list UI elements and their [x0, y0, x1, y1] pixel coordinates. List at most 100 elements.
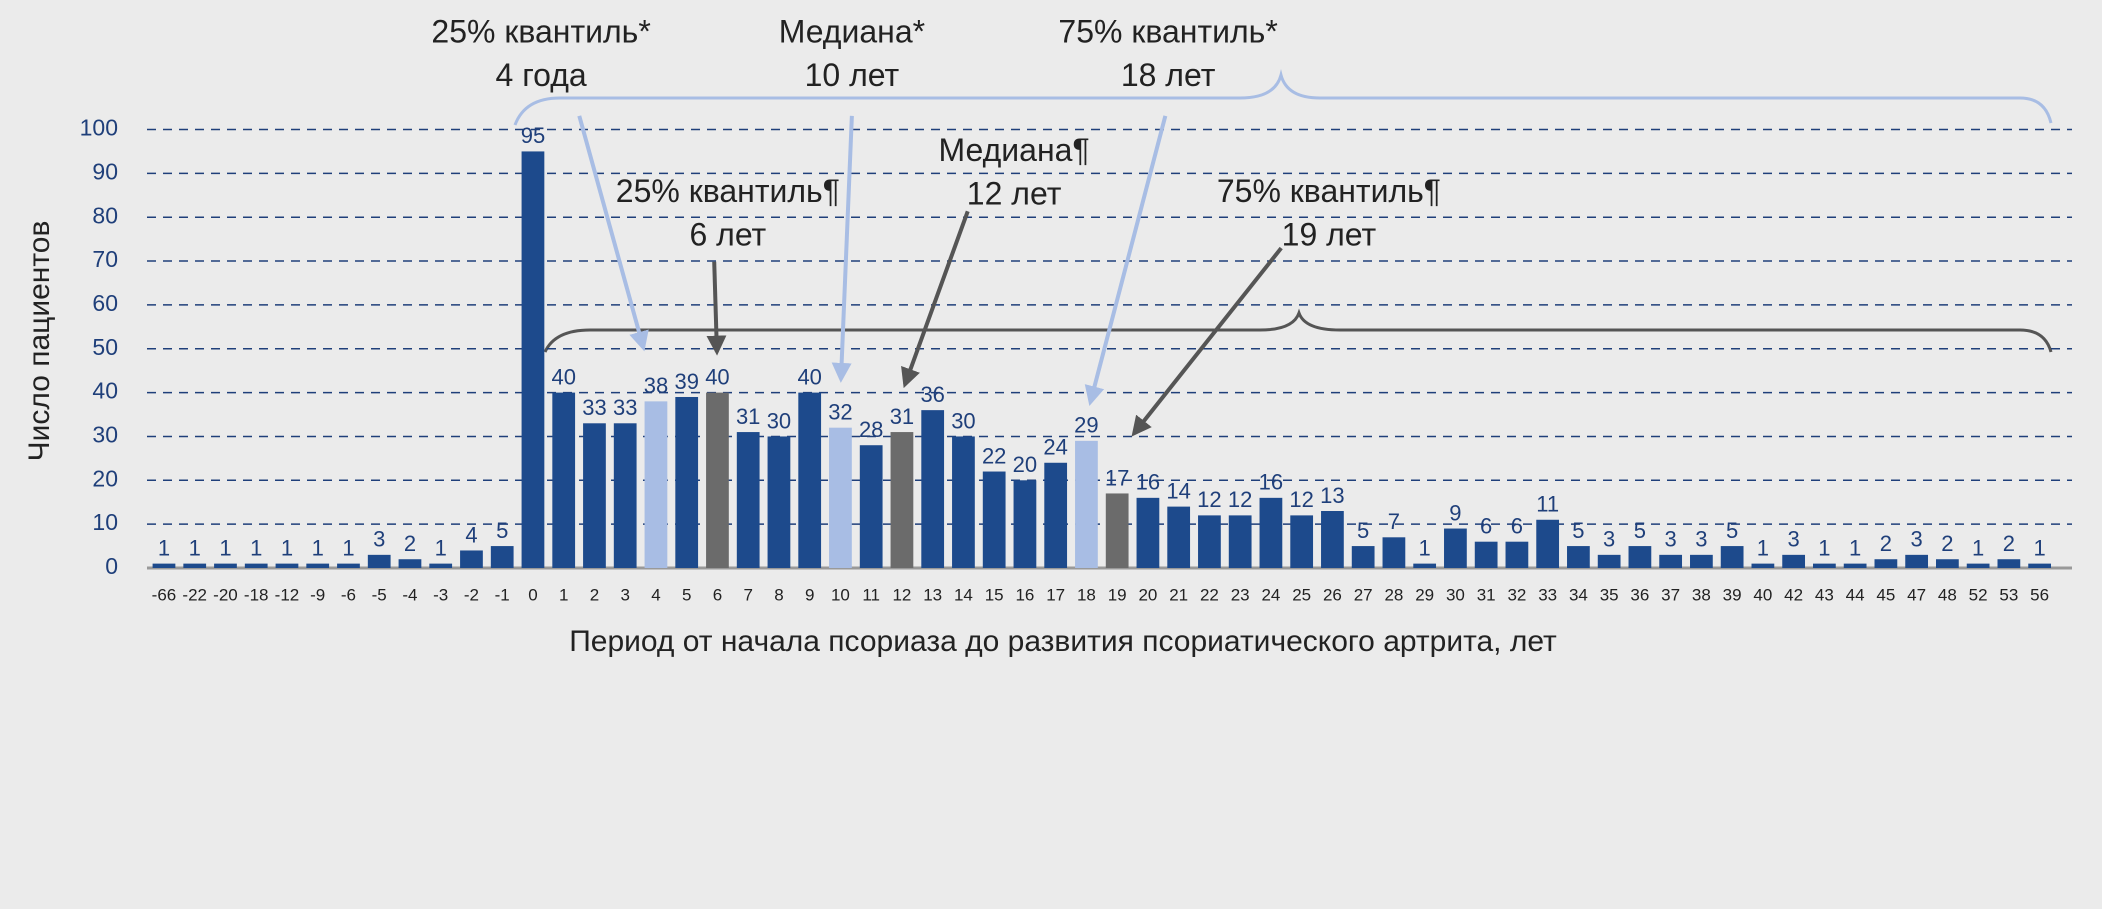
brace-top [513, 69, 2053, 126]
bar [490, 546, 514, 568]
bar [1105, 493, 1129, 568]
annotation: 19 лет [1282, 217, 1377, 253]
annotation: 6 лет [689, 217, 766, 253]
annotation: 75% квантиль¶ [1217, 173, 1441, 209]
bar [429, 563, 453, 568]
data-label: 95 [521, 123, 545, 148]
x-tick-label: 0 [528, 585, 537, 604]
annotation: 18 лет [1121, 57, 1216, 93]
x-tick-label: 3 [620, 585, 629, 604]
y-axis-label: Число пациентов [23, 221, 56, 462]
data-label: 40 [705, 364, 729, 389]
y-tick-label: 80 [92, 202, 118, 228]
bar [1351, 546, 1375, 568]
x-tick-label: 56 [2030, 585, 2049, 604]
x-tick-label: 23 [1231, 585, 1250, 604]
bar [1874, 559, 1898, 568]
bar [1905, 554, 1929, 568]
x-tick-label: -20 [213, 585, 238, 604]
x-tick-label: 12 [892, 585, 911, 604]
x-tick-label: 42 [1784, 585, 1803, 604]
x-tick-label: 28 [1384, 585, 1403, 604]
bar [921, 410, 945, 568]
x-tick-label: -1 [495, 585, 510, 604]
bar [1751, 563, 1775, 568]
annotation: 10 лет [805, 57, 900, 93]
x-tick-label: 53 [1999, 585, 2018, 604]
data-label: 4 [465, 522, 477, 547]
bar [2028, 563, 2052, 568]
bar [306, 563, 330, 568]
annotation: 12 лет [967, 176, 1062, 212]
x-tick-label: 48 [1938, 585, 1957, 604]
data-label: 12 [1289, 487, 1313, 512]
bar [1997, 559, 2021, 568]
bar [1136, 497, 1160, 568]
y-tick-label: 50 [92, 334, 118, 360]
x-tick-label: -4 [402, 585, 417, 604]
brace-bottom [543, 308, 2053, 353]
bar [1013, 480, 1037, 568]
x-tick-label: 36 [1630, 585, 1649, 604]
bar [644, 401, 668, 568]
x-tick-label: 32 [1507, 585, 1526, 604]
bar [1290, 515, 1314, 568]
data-label: 3 [373, 527, 385, 552]
x-tick-label: 17 [1046, 585, 1065, 604]
data-label: 3 [1911, 527, 1923, 552]
y-tick-label: 70 [92, 246, 118, 272]
x-tick-label: 39 [1723, 585, 1742, 604]
bar [890, 432, 914, 568]
bar [275, 563, 299, 568]
x-tick-label: 5 [682, 585, 691, 604]
data-label: 28 [859, 417, 883, 442]
x-tick-label: -66 [152, 585, 177, 604]
x-tick-label: 31 [1477, 585, 1496, 604]
x-tick-label: 2 [590, 585, 599, 604]
x-tick-label: 19 [1108, 585, 1127, 604]
data-label: 3 [1665, 527, 1677, 552]
x-tick-label: 16 [1015, 585, 1034, 604]
annotation: Медиана¶ [939, 132, 1090, 168]
x-tick-label: 29 [1415, 585, 1434, 604]
data-label: 12 [1228, 487, 1252, 512]
x-tick-label: 11 [862, 585, 880, 604]
data-label: 2 [1880, 531, 1892, 556]
bar [1782, 554, 1806, 568]
x-tick-label: 44 [1846, 585, 1865, 604]
x-tick-label: 7 [743, 585, 752, 604]
bar [952, 436, 975, 568]
annotation: 25% квантиль* [431, 14, 650, 50]
data-label: 1 [1818, 535, 1830, 560]
x-tick-label: -9 [310, 585, 325, 604]
bar [1075, 440, 1098, 568]
bar [552, 392, 576, 568]
x-tick-label: 1 [559, 585, 568, 604]
data-label: 30 [951, 408, 975, 433]
x-tick-label: 24 [1261, 585, 1280, 604]
x-tick-label: 20 [1138, 585, 1157, 604]
x-tick-label: -2 [464, 585, 479, 604]
bar [214, 563, 237, 568]
data-label: 1 [435, 535, 447, 560]
bar [829, 427, 852, 568]
data-label: 1 [342, 535, 354, 560]
x-tick-label: 13 [923, 585, 942, 604]
data-label: 16 [1259, 470, 1283, 495]
bar [1198, 515, 1221, 568]
data-label: 24 [1043, 435, 1067, 460]
data-label: 31 [736, 404, 760, 429]
x-tick-label: 6 [713, 585, 722, 604]
x-tick-label: 33 [1538, 585, 1557, 604]
data-label: 5 [1726, 518, 1738, 543]
bar [1228, 515, 1252, 568]
data-label: 13 [1320, 483, 1344, 508]
bar [1259, 497, 1283, 568]
data-label: 11 [1536, 492, 1559, 517]
x-tick-label: 35 [1600, 585, 1619, 604]
x-tick-label: 26 [1323, 585, 1342, 604]
y-tick-label: 40 [92, 378, 118, 404]
data-label: 14 [1166, 478, 1190, 503]
y-tick-label: 90 [92, 158, 118, 184]
